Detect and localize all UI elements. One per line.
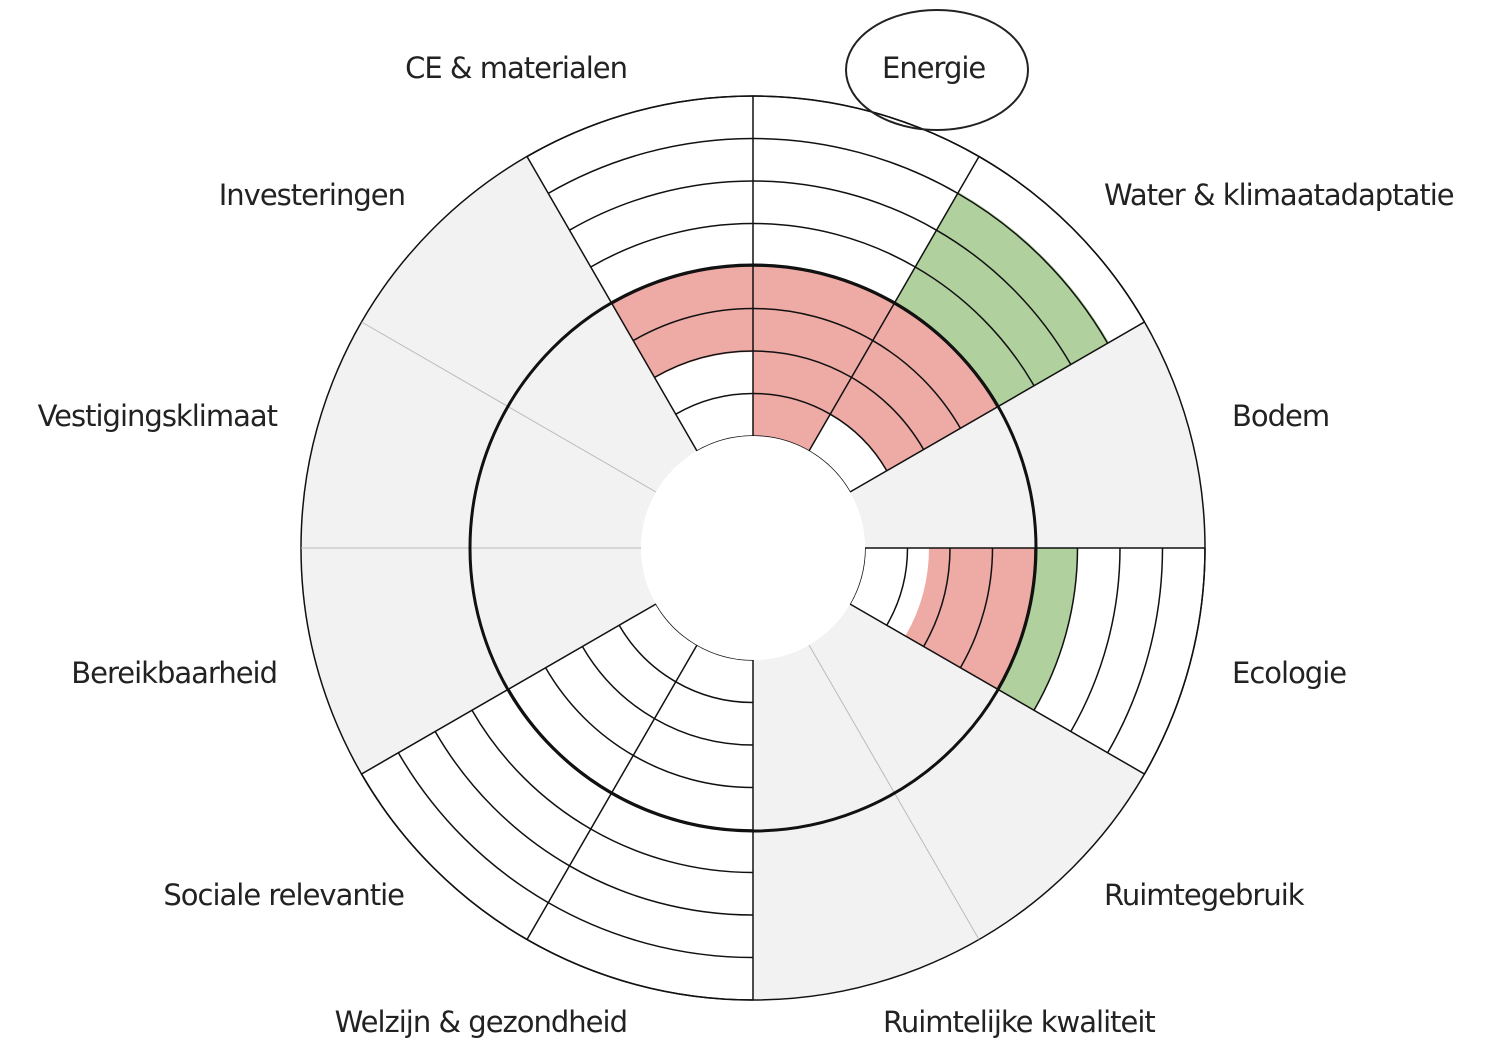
sector-label: Sociale relevantie (163, 878, 404, 912)
ring (397, 752, 549, 904)
ring (936, 229, 1072, 365)
sector-label: Welzijn & gezondheid (335, 1005, 627, 1039)
band (611, 265, 753, 379)
inner-hole (641, 436, 865, 660)
ring (752, 95, 980, 158)
ring (360, 773, 528, 941)
gray-sector (849, 322, 1205, 548)
labels: CE & materialen Energie Water & klimaatada… (38, 51, 1455, 1039)
ring (959, 547, 994, 669)
sector-label: Bodem (1232, 399, 1329, 433)
ring (829, 413, 888, 472)
ring (654, 350, 754, 379)
ring (654, 717, 754, 746)
ring (526, 95, 754, 158)
gray-sector (809, 604, 1145, 940)
ring (590, 828, 754, 874)
sectors (300, 95, 1206, 1001)
ring (590, 222, 754, 268)
sector-label: Energie (882, 51, 985, 85)
ring (581, 646, 655, 720)
band (998, 548, 1078, 711)
gray-sector (753, 644, 979, 1000)
ring (1070, 547, 1121, 732)
ring (752, 137, 959, 195)
gray-sector (301, 322, 657, 548)
sector-label: Bereikbaarheid (71, 656, 277, 690)
gray-sector (301, 548, 657, 774)
ring (752, 307, 874, 342)
ring (851, 376, 925, 450)
ring (569, 180, 754, 231)
band (894, 192, 1109, 407)
ring (922, 547, 951, 647)
ring (1106, 547, 1164, 754)
ring (675, 392, 754, 415)
ring (675, 681, 754, 704)
ring (886, 547, 909, 626)
sector-label: Ecologie (1232, 656, 1346, 690)
ring (547, 901, 754, 959)
ring (508, 688, 613, 793)
ring (752, 180, 937, 231)
ring (872, 339, 962, 429)
highlight-ellipse (845, 9, 1029, 131)
ring (752, 392, 831, 415)
ring (1033, 547, 1079, 711)
ring (526, 938, 754, 1001)
ring (632, 307, 754, 342)
ring (632, 754, 754, 789)
ring (1143, 547, 1206, 775)
ring (611, 791, 754, 831)
sector-label: Ruimtegebruik (1104, 878, 1305, 912)
sector-label: CE & materialen (405, 51, 627, 85)
ring (569, 865, 754, 916)
gray-sector (361, 156, 697, 492)
ring (547, 137, 754, 195)
sector-label: Ruimtelijke kwaliteit (883, 1005, 1155, 1039)
ring (618, 624, 677, 683)
sector-label: Investeringen (219, 178, 405, 212)
band (830, 302, 999, 471)
ring (914, 266, 1035, 387)
sector-label: Water & klimaatadaptatie (1104, 178, 1454, 212)
ring (471, 709, 592, 830)
ring (752, 350, 852, 379)
threshold-circle (468, 263, 1038, 833)
ring (752, 222, 916, 268)
ring (434, 731, 570, 867)
ring (957, 192, 1109, 344)
sector-label: Vestigingsklimaat (38, 399, 278, 433)
ring (544, 667, 634, 757)
